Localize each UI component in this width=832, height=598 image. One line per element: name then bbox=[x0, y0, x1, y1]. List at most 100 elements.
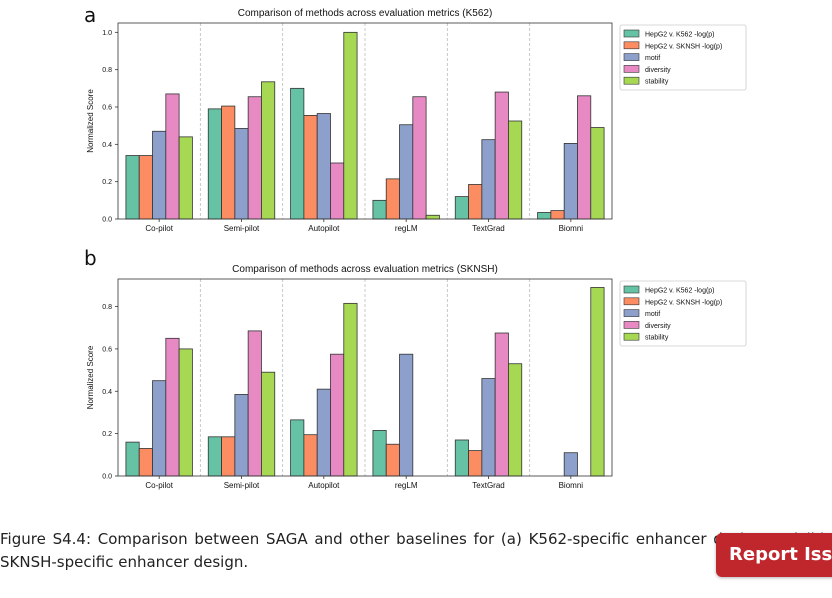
bar bbox=[261, 81, 276, 220]
y-tick-label: 0.4 bbox=[102, 142, 112, 149]
legend-swatch bbox=[623, 321, 640, 329]
bar bbox=[290, 419, 305, 477]
bar bbox=[165, 337, 180, 477]
plot-frame bbox=[117, 22, 613, 220]
x-tick-label: Autopilot bbox=[308, 481, 340, 490]
figure: Comparison of methods across evaluation … bbox=[86, 8, 747, 490]
chart-title: Comparison of methods across evaluation … bbox=[238, 8, 493, 19]
y-tick-label: 0.4 bbox=[102, 389, 112, 396]
bar bbox=[221, 105, 236, 220]
panel-label-b: b bbox=[84, 246, 97, 270]
y-tick-label: 0.6 bbox=[102, 105, 112, 112]
legend-label: diversity bbox=[645, 67, 671, 74]
legend-label: HepG2 v. SKNSH -log(p) bbox=[645, 299, 722, 306]
bar bbox=[454, 439, 469, 477]
plot-frame bbox=[117, 278, 613, 477]
bar bbox=[481, 139, 496, 220]
x-tick-label: Autopilot bbox=[308, 224, 340, 233]
legend-swatch bbox=[623, 309, 640, 317]
bar bbox=[316, 113, 331, 220]
legend-label: stability bbox=[645, 79, 669, 86]
bar bbox=[290, 87, 305, 220]
bar bbox=[425, 214, 440, 220]
legend-label: motif bbox=[645, 311, 660, 318]
legend-swatch bbox=[623, 297, 640, 306]
chart-title: Comparison of methods across evaluation … bbox=[232, 264, 498, 275]
legend-swatch bbox=[623, 332, 640, 341]
bar bbox=[372, 430, 387, 477]
bar bbox=[221, 436, 236, 477]
x-tick-label: Co-pilot bbox=[145, 224, 173, 233]
legend-label: motif bbox=[645, 55, 660, 62]
legend-swatch bbox=[623, 76, 640, 85]
y-tick-label: 0.8 bbox=[102, 304, 112, 311]
bar bbox=[165, 93, 180, 220]
legend-label: HepG2 v. SKNSH -log(p) bbox=[645, 43, 722, 50]
y-tick-label: 0.0 bbox=[102, 217, 112, 224]
x-tick-label: Biomni bbox=[559, 481, 584, 490]
x-tick-label: Semi-pilot bbox=[224, 481, 260, 490]
x-tick-label: TextGrad bbox=[472, 224, 504, 233]
chart-k562: Comparison of methods across evaluation … bbox=[86, 8, 747, 233]
bar bbox=[303, 434, 318, 477]
bar bbox=[125, 441, 140, 477]
legend-swatch bbox=[623, 41, 640, 50]
bar bbox=[152, 380, 167, 477]
bar bbox=[468, 184, 483, 220]
legend-label: diversity bbox=[645, 323, 671, 330]
bar bbox=[247, 330, 262, 477]
figure-caption: Figure S4.4: Comparison between SAGA and… bbox=[0, 530, 826, 571]
report-issue-button[interactable]: Report Issue bbox=[716, 533, 832, 577]
bar bbox=[563, 142, 578, 220]
bar bbox=[343, 31, 358, 220]
bar bbox=[178, 136, 193, 220]
bar bbox=[590, 127, 605, 220]
legend-box bbox=[619, 280, 747, 347]
bar bbox=[563, 452, 578, 477]
legend-box bbox=[619, 24, 747, 91]
bar bbox=[330, 162, 345, 220]
y-axis-label: Normalized Score bbox=[86, 89, 95, 153]
y-tick-label: 0.6 bbox=[102, 346, 112, 353]
bar bbox=[207, 436, 222, 477]
bar bbox=[152, 130, 167, 220]
bar bbox=[454, 196, 469, 220]
bar bbox=[577, 95, 592, 220]
x-tick-label: regLM bbox=[395, 224, 418, 233]
bar bbox=[261, 371, 276, 477]
x-tick-label: Semi-pilot bbox=[224, 224, 260, 233]
bar bbox=[537, 212, 552, 220]
y-tick-label: 0.2 bbox=[102, 179, 112, 186]
y-tick-label: 0.8 bbox=[102, 67, 112, 74]
panel-label-a: a bbox=[84, 3, 97, 27]
legend-swatch bbox=[623, 65, 640, 73]
bar bbox=[508, 120, 523, 220]
bar bbox=[372, 199, 387, 220]
legend-swatch bbox=[623, 53, 640, 61]
bar bbox=[550, 210, 565, 220]
bar bbox=[494, 91, 509, 220]
bar bbox=[125, 155, 140, 220]
chart-sknsh: Comparison of methods across evaluation … bbox=[86, 264, 747, 490]
legend-label: HepG2 v. K562 -log(p) bbox=[645, 288, 715, 295]
bar bbox=[481, 378, 496, 477]
legend-label: stability bbox=[645, 335, 669, 342]
bar bbox=[590, 287, 605, 477]
bar bbox=[330, 353, 345, 477]
bar bbox=[399, 353, 414, 477]
legend-label: HepG2 v. K562 -log(p) bbox=[645, 32, 715, 39]
y-tick-label: 0.0 bbox=[102, 474, 112, 481]
bar bbox=[234, 394, 249, 477]
bar bbox=[138, 155, 153, 220]
bar bbox=[494, 332, 509, 477]
x-tick-label: TextGrad bbox=[472, 481, 504, 490]
y-tick-label: 1.0 bbox=[102, 30, 112, 37]
bar bbox=[316, 388, 331, 477]
x-tick-label: Co-pilot bbox=[145, 481, 173, 490]
bar bbox=[138, 448, 153, 477]
bar bbox=[234, 128, 249, 220]
y-axis-label: Normalized Score bbox=[86, 345, 95, 409]
x-tick-label: Biomni bbox=[559, 224, 584, 233]
bar bbox=[385, 443, 400, 477]
bar bbox=[207, 108, 222, 220]
